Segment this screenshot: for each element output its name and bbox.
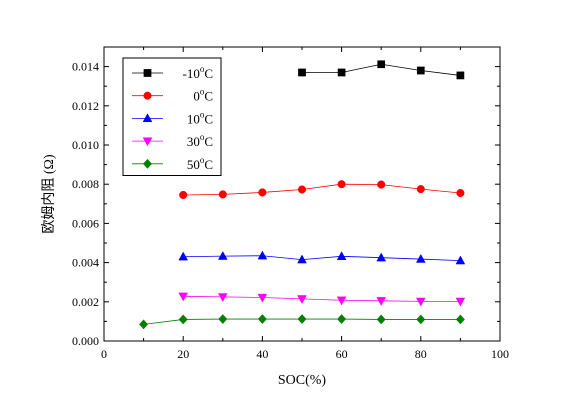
series-1: [179, 180, 465, 200]
series-line: [183, 255, 461, 262]
y-tick-label: 0.008: [72, 177, 99, 191]
data-point: [377, 180, 386, 189]
x-tick-label: 40: [256, 347, 268, 361]
data-point: [178, 251, 189, 261]
data-point: [336, 296, 347, 306]
legend-label: 10oC: [187, 109, 213, 126]
data-point: [455, 314, 465, 325]
data-point: [456, 188, 465, 198]
data-point: [337, 314, 347, 325]
legend-item: 30oC: [132, 132, 213, 149]
data-point: [455, 297, 466, 307]
series-2: [178, 250, 466, 265]
data-point: [455, 255, 466, 265]
axes: 0 20 40 60 80 100 0.000 0.002 0.004 0.006 0.008 0.0…: [72, 46, 509, 361]
x-tick-label: 0: [101, 347, 107, 361]
data-point: [376, 252, 387, 262]
data-point: [297, 185, 307, 194]
data-point: [258, 188, 267, 197]
data-point: [297, 314, 307, 325]
series-3: [178, 292, 466, 307]
y-tick-label: 0.012: [72, 99, 99, 113]
data-point: [257, 314, 267, 325]
data-point: [179, 190, 188, 200]
y-tick-label: 0.002: [72, 295, 99, 309]
data-point: [376, 297, 387, 306]
x-tick-label: 80: [415, 347, 427, 361]
legend-label: 30oC: [187, 132, 213, 149]
y-tick-label: 0.010: [72, 138, 99, 152]
y-tick-label: 0.014: [72, 60, 99, 74]
data-point: [217, 293, 228, 303]
legend-item: 10oC: [132, 109, 213, 126]
legend: -10oC 0oC 10oC 30oC 50oC: [122, 57, 222, 176]
y-tick-label: 0.004: [72, 256, 99, 270]
y-tick-label: 0.000: [72, 334, 99, 348]
data-point: [297, 295, 307, 304]
legend-item: 0oC: [132, 87, 213, 104]
x-tick-label: 100: [491, 347, 509, 361]
data-point: [337, 68, 346, 77]
legend-marker: [142, 158, 153, 169]
data-point: [456, 71, 465, 80]
series-line: [183, 295, 461, 302]
series-layer: [139, 60, 466, 330]
data-point: [178, 314, 188, 325]
data-point: [218, 190, 227, 199]
legend-marker: [142, 137, 153, 147]
y-axis-title: 欧姆内阻 (Ω): [41, 154, 57, 234]
data-point: [416, 314, 426, 325]
legend-item: -10oC: [132, 64, 213, 81]
data-point: [377, 60, 386, 69]
legend-label: 0oC: [193, 87, 213, 104]
data-point: [257, 293, 268, 303]
series-4: [139, 314, 465, 330]
data-point: [257, 250, 268, 260]
legend-marker: [143, 69, 152, 77]
data-point: [218, 314, 228, 325]
data-point: [376, 314, 386, 325]
x-tick-label: 60: [336, 347, 348, 361]
legend-box: [122, 57, 222, 176]
data-point: [415, 253, 426, 263]
legend-item: 50oC: [132, 155, 213, 172]
legend-label: 50oC: [187, 155, 213, 172]
series-line: [183, 183, 461, 196]
legend-marker: [142, 113, 153, 123]
data-point: [298, 68, 306, 77]
y-tick-label: 0.006: [72, 216, 99, 230]
series-0: [298, 60, 465, 80]
data-point: [178, 292, 189, 302]
data-point: [139, 319, 149, 330]
legend-marker: [143, 91, 152, 100]
data-point: [297, 254, 307, 264]
data-point: [416, 66, 425, 75]
data-point: [217, 251, 228, 260]
data-point: [416, 185, 425, 194]
x-tick-label: 20: [177, 347, 189, 361]
data-point: [415, 297, 426, 307]
legend-label: -10oC: [182, 64, 213, 81]
data-point: [337, 180, 346, 189]
x-axis-title: SOC(%): [278, 373, 327, 388]
data-point: [336, 251, 347, 260]
